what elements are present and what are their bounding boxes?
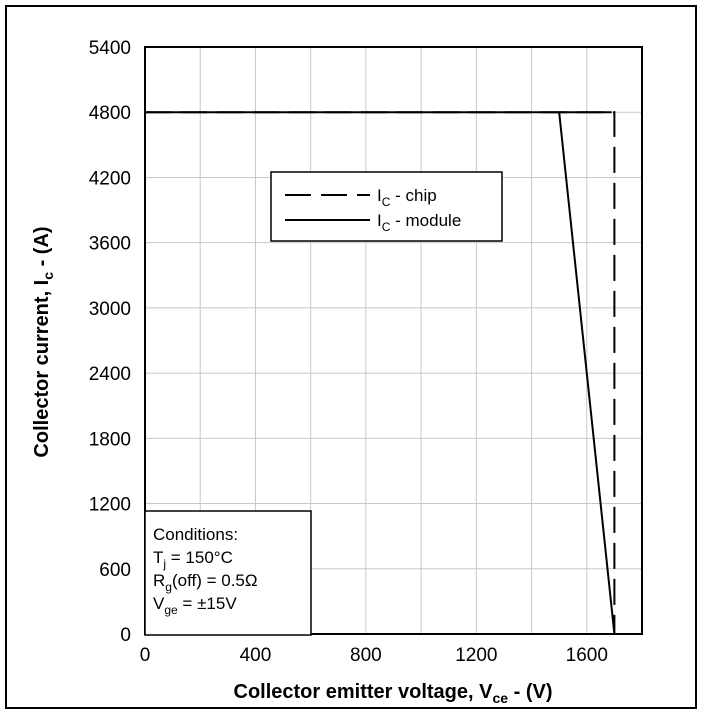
condition-tj: Tj = 150°C xyxy=(153,548,233,571)
y-tick-label: 4800 xyxy=(89,103,131,124)
x-tick-label: 0 xyxy=(140,645,151,666)
y-tick-label: 5400 xyxy=(89,38,131,59)
y-tick-label: 4200 xyxy=(89,168,131,189)
y-tick-label: 2400 xyxy=(89,364,131,385)
conditions-box xyxy=(144,510,312,636)
y-tick-label: 1800 xyxy=(89,429,131,450)
series-lines xyxy=(145,111,616,635)
y-tick-label: 0 xyxy=(120,625,131,646)
legend-module-label: IC - module xyxy=(377,211,461,234)
legend-chip-label: IC - chip xyxy=(377,186,437,209)
x-tick-label: 800 xyxy=(350,645,382,666)
y-tick-label: 1200 xyxy=(89,495,131,516)
legend-box xyxy=(270,171,503,242)
condition-vge: Vge = ±15V xyxy=(153,594,237,617)
x-tick-label: 1200 xyxy=(455,645,497,666)
y-tick-label: 600 xyxy=(99,560,131,581)
y-axis-title: Collector current, Ic - (A) xyxy=(31,226,56,457)
legend: IC - chip IC - module xyxy=(270,171,503,242)
y-tick-label: 3600 xyxy=(89,234,131,255)
tick-labels: 0 400 800 1200 1600 0 600 1200 1800 2400 3000 3600 4… xyxy=(89,38,608,666)
chart-frame xyxy=(5,5,697,709)
plot-area-border xyxy=(144,46,643,635)
condition-rg: Rg(off) = 0.5Ω xyxy=(153,571,258,594)
y-tick-label: 3000 xyxy=(89,299,131,320)
conditions-annotation: Conditions: Tj = 150°C Rg(off) = 0.5Ω Vg… xyxy=(144,510,312,636)
x-axis-title: Collector emitter voltage, Vce - (V) xyxy=(234,681,553,706)
conditions-title: Conditions: xyxy=(153,525,238,544)
x-tick-label: 400 xyxy=(240,645,272,666)
x-tick-label: 1600 xyxy=(566,645,608,666)
series-line-module xyxy=(145,111,616,635)
